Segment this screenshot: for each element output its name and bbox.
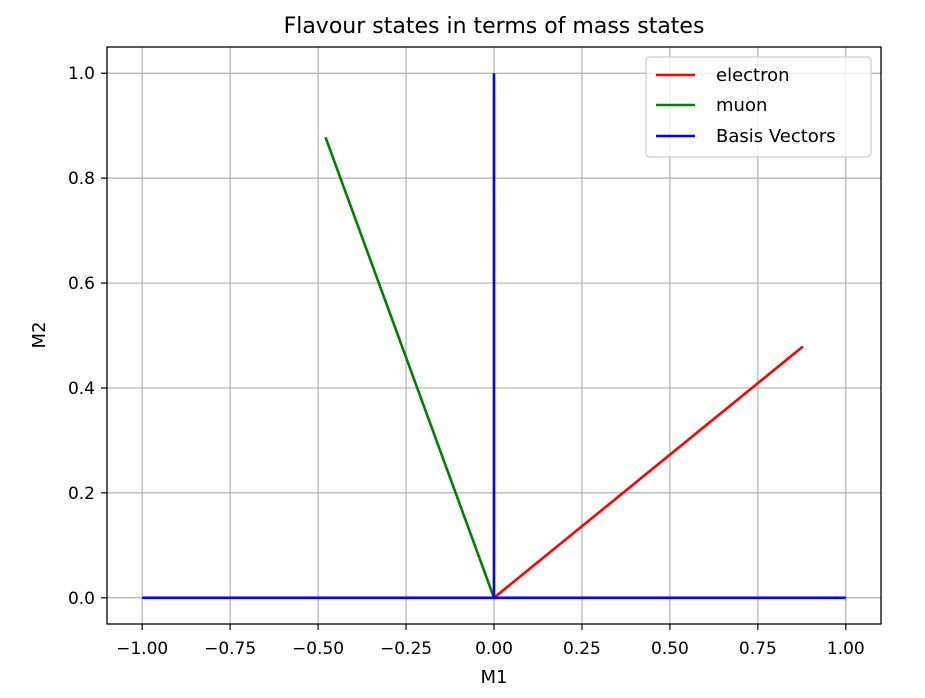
x-tick-label: 0.75: [739, 639, 777, 659]
x-tick-label: −1.00: [116, 639, 168, 659]
series-line-electron: [493, 345, 804, 599]
series: [142, 73, 846, 600]
legend-label-muon: muon: [716, 95, 767, 116]
legend-label-electron: electron: [716, 65, 790, 86]
series-line-muon: [324, 136, 496, 599]
x-tick-label: −0.25: [380, 639, 432, 659]
x-tick-label: 0.25: [563, 639, 601, 659]
y-axis-label: M2: [29, 322, 50, 349]
x-axis-label: M1: [481, 667, 508, 688]
y-tick-label: 1.0: [68, 64, 95, 84]
legend-box: [645, 56, 872, 158]
y-tick-label: 0.0: [68, 589, 95, 609]
chart-title: Flavour states in terms of mass states: [284, 14, 705, 39]
x-tick-label: 0.50: [651, 639, 689, 659]
x-tick-label: −0.50: [292, 639, 344, 659]
x-tick-label: −0.75: [204, 639, 256, 659]
legend: electron muon Basis Vectors: [645, 56, 872, 158]
ticks: −1.00 −0.75 −0.50 −0.25 0.00 0.25 0.50 0.75 1.00…: [68, 64, 865, 659]
legend-label-basis-vectors: Basis Vectors: [716, 126, 836, 147]
x-tick-label: 0.00: [475, 639, 513, 659]
y-tick-label: 0.8: [68, 169, 95, 189]
x-tick-label: 1.00: [827, 639, 865, 659]
y-tick-label: 0.6: [68, 274, 95, 294]
y-tick-label: 0.4: [68, 379, 95, 399]
y-tick-label: 0.2: [68, 484, 95, 504]
